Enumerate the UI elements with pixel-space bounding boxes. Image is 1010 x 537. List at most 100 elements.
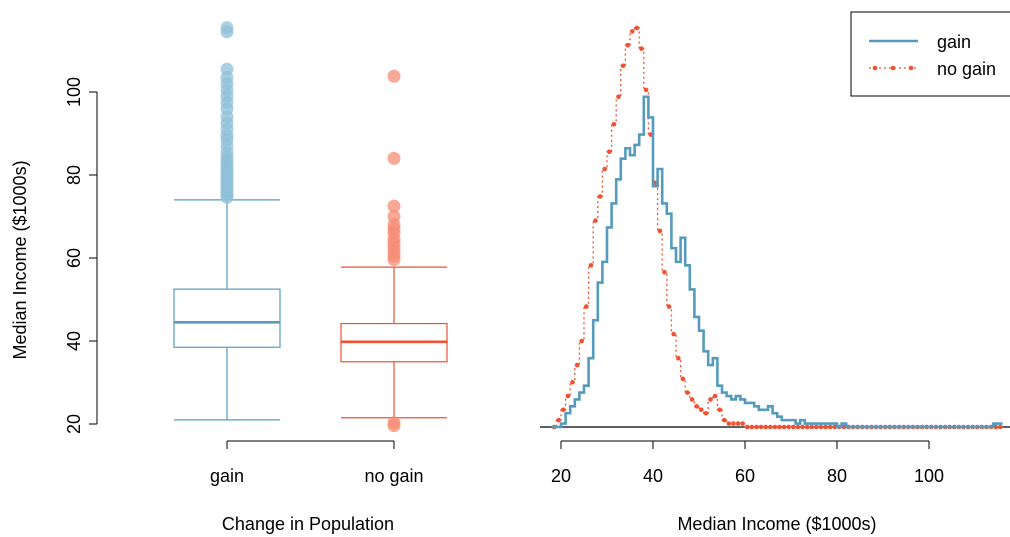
- series-no-gain-point: [680, 376, 686, 382]
- y-tick-label: 40: [64, 331, 84, 351]
- series-no-gain-point: [689, 397, 695, 402]
- series-no-gain-point: [602, 166, 607, 172]
- x-tick-label: gain: [210, 466, 244, 486]
- series-no-gain-point: [726, 421, 732, 426]
- series-no-gain-point: [717, 407, 722, 413]
- series-no-gain-point: [809, 424, 814, 430]
- series-no-gain-point: [579, 338, 584, 344]
- box-no-gain: [340, 69, 448, 433]
- x-tick-label: no gain: [364, 466, 423, 486]
- series-no-gain-point: [694, 404, 699, 409]
- outlier-point: [220, 21, 234, 35]
- series-no-gain-point: [791, 424, 796, 430]
- series-no-gain-point: [574, 362, 580, 368]
- series-no-gain-point: [556, 417, 561, 423]
- x-tick-label: 80: [827, 466, 847, 486]
- series-no-gain-point: [639, 46, 644, 51]
- series-no-gain-point: [630, 29, 635, 34]
- boxplot-x-axis-title: Change in Population: [222, 514, 394, 534]
- series-no-gain-point: [685, 390, 690, 395]
- series-no-gain-point: [745, 424, 750, 430]
- series-no-gain-point: [804, 424, 810, 430]
- series-no-gain-point: [616, 94, 621, 100]
- series-no-gain-point: [818, 424, 824, 430]
- boxplot-y-axis: 20 40 60 80 100: [64, 77, 98, 434]
- series-no-gain-point: [800, 424, 805, 430]
- series-no-gain-point: [758, 424, 764, 430]
- y-tick-label: 100: [64, 77, 84, 107]
- legend-label-no-gain: no gain: [937, 59, 996, 79]
- outlier-point: [387, 210, 401, 223]
- histogram-x-axis: 20 40 60 80 100: [551, 440, 944, 486]
- legend-box: [850, 11, 1010, 97]
- box-gain: [173, 21, 281, 421]
- boxplot-x-axis: gain no gain: [210, 440, 424, 486]
- boxplot-y-axis-title: Median Income ($1000s): [10, 160, 30, 359]
- series-no-gain-point: [754, 424, 759, 430]
- series-no-gain-point: [827, 424, 833, 430]
- series-no-gain-point: [588, 263, 594, 268]
- legend: gain no gain: [850, 11, 1010, 97]
- outlier-point: [220, 62, 234, 76]
- series-no-gain-point: [703, 410, 709, 416]
- series-no-gain-point: [565, 393, 571, 399]
- series-no-gain-point: [823, 424, 828, 430]
- series-no-gain-point: [584, 304, 589, 309]
- outlier-point: [387, 416, 401, 430]
- series-no-gain-point: [786, 424, 791, 430]
- y-tick-label: 20: [64, 414, 84, 434]
- series-no-gain-point: [731, 421, 736, 426]
- legend-label-gain: gain: [937, 32, 971, 52]
- series-no-gain-point: [620, 63, 626, 69]
- x-tick-label: 40: [643, 466, 663, 486]
- series-no-gain-point: [593, 218, 598, 223]
- series-no-gain-point: [597, 194, 603, 199]
- series-no-gain-point: [662, 269, 667, 275]
- series-no-gain-point: [712, 393, 718, 399]
- series-no-gain-point: [561, 407, 566, 413]
- series-no-gain-point: [772, 424, 778, 430]
- series-no-gain-point: [998, 424, 1003, 430]
- outlier-point: [387, 69, 401, 83]
- x-tick-label: 20: [551, 466, 571, 486]
- series-no-gain-point: [749, 424, 755, 430]
- histogram-series: [540, 25, 1010, 430]
- histogram-x-axis-title: Median Income ($1000s): [677, 514, 876, 534]
- series-no-gain-point: [666, 304, 672, 309]
- series-no-gain-point: [777, 424, 782, 430]
- legend-marker-no-gain: [908, 65, 914, 71]
- series-no-gain-point: [676, 355, 681, 361]
- boxplot-boxes: [173, 21, 448, 433]
- series-no-gain-point: [708, 397, 713, 402]
- series-no-gain-point: [643, 87, 649, 93]
- series-no-gain-point: [781, 424, 787, 430]
- x-tick-label: 100: [914, 466, 944, 486]
- series-no-gain-point: [611, 121, 617, 127]
- series-no-gain-point: [763, 424, 768, 430]
- x-tick-label: 60: [735, 466, 755, 486]
- series-no-gain-point: [740, 421, 745, 426]
- series-no-gain-point: [634, 25, 640, 31]
- series-no-gain-point: [768, 424, 773, 430]
- series-no-gain-point: [699, 407, 704, 413]
- y-tick-label: 60: [64, 248, 84, 268]
- series-no-gain-point: [735, 421, 741, 426]
- box-iqr: [173, 288, 281, 348]
- series-no-gain-point: [657, 228, 663, 234]
- y-tick-label: 80: [64, 165, 84, 185]
- boxplot-panel: Median Income ($1000s) Change in Populat…: [10, 21, 448, 534]
- outlier-point: [387, 151, 401, 165]
- series-no-gain-point: [570, 379, 575, 385]
- series-no-gain-point: [814, 424, 819, 430]
- series-no-gain-point: [625, 42, 630, 48]
- series-no-gain-point: [722, 417, 727, 423]
- series-no-gain-point: [607, 149, 612, 155]
- series-no-gain-point: [795, 424, 801, 430]
- series-gain-line: [551, 95, 1003, 429]
- histogram-panel: Median Income ($1000s) 20 40 60 80 100 gain n…: [540, 11, 1010, 534]
- outlier-point: [387, 199, 401, 213]
- series-no-gain-point: [671, 331, 676, 337]
- legend-marker-no-gain: [890, 65, 896, 71]
- legend-marker-no-gain: [872, 65, 878, 71]
